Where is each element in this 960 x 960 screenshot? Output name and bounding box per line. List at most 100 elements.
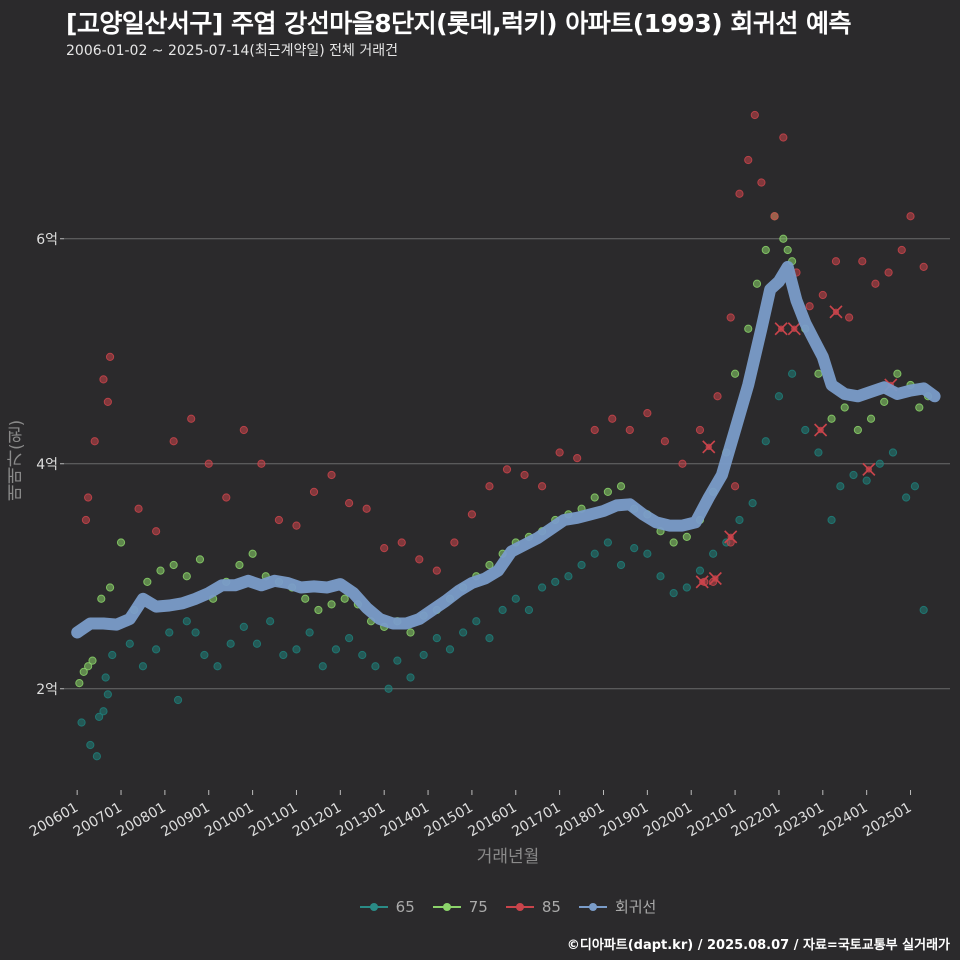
legend-label-85: 85 [541,897,561,916]
point-65 [888,448,898,457]
point-75 [143,577,152,586]
point-75 [75,679,84,688]
point-65 [138,662,148,671]
point-75 [730,369,740,378]
point-65 [735,515,744,525]
point-75 [301,594,310,603]
point-85 [555,448,564,457]
point-85 [239,425,248,435]
point-65 [814,448,823,457]
point-65 [643,549,652,558]
x-axis-ticks: 2006012007012008012009012010012011012012… [27,790,915,840]
point-75 [340,594,349,603]
point-85 [169,437,178,446]
point-75 [406,628,415,637]
point-85 [726,313,735,322]
point-65 [682,583,691,592]
point-75 [485,560,494,570]
x-tick-label: 201701 [509,800,563,841]
point-85 [397,538,406,547]
point-65 [827,515,836,525]
cross-center [817,426,824,434]
cross-center [712,575,719,582]
y-axis-label: 매매가(원) [7,419,27,501]
point-85 [643,409,652,418]
point-75 [779,234,788,243]
legend-key-65 [359,901,388,913]
point-75 [156,566,165,575]
point-65 [836,482,845,491]
point-65 [709,549,718,558]
point-85 [678,459,687,468]
point-75 [827,414,836,423]
point-65 [787,369,797,378]
point-85 [906,212,915,221]
point-65 [875,459,884,468]
point-65 [305,628,314,637]
point-85 [660,437,670,446]
point-75 [752,279,762,288]
regression-line [71,260,941,639]
point-75 [327,600,336,609]
cross-center [791,325,798,332]
point-75 [682,532,691,541]
credit-text: ©디아파트(dapt.kr) / 2025.08.07 / 자료=국토교통부 실… [566,938,950,953]
legend-item-75[interactable]: 75 [432,898,488,916]
point-65 [384,684,393,693]
point-85 [485,482,494,491]
point-65 [919,605,928,615]
x-tick-label: 201301 [334,800,388,841]
x-tick-label: 202001 [641,800,695,841]
point-85 [770,212,779,221]
point-75 [840,403,849,412]
point-75 [88,656,97,665]
point-65 [266,617,275,626]
point-85 [884,268,893,277]
point-65 [669,589,678,598]
point-65 [226,639,235,648]
point-65 [801,425,810,435]
point-65 [432,634,441,643]
x-tick-label: 200801 [115,800,169,841]
point-85 [730,482,740,491]
point-65 [101,673,110,682]
scatter-points [75,110,933,761]
legend-item-85[interactable]: 85 [505,897,561,916]
point-65 [459,628,468,637]
point-85 [362,504,371,513]
point-65 [173,695,183,705]
legend-item-65[interactable]: 65 [359,898,415,916]
point-65 [125,639,134,648]
point-65 [191,628,200,637]
point-65 [77,718,86,727]
x-tick-label: 200901 [158,800,212,841]
point-85 [274,515,284,525]
legend-label-regression: 회귀선 [614,898,657,916]
cross-center [865,466,873,473]
point-75 [314,605,323,615]
point-75 [84,662,93,671]
x-tick-label: 201801 [553,800,607,841]
point-65 [200,650,209,660]
point-65 [564,572,573,581]
cross-center [698,578,706,586]
point-65 [239,622,248,631]
x-tick-label: 202201 [729,800,783,841]
point-65 [498,605,507,615]
point-65 [849,470,858,480]
point-65 [603,538,612,547]
point-85 [187,414,196,423]
point-85 [292,521,301,530]
point-75 [79,667,88,676]
y-tick-label: 4억 [36,457,58,473]
chart-subtitle: 2006-01-02 ~ 2025-07-14(최근계약일) 전체 거래건 [66,43,398,59]
y-tick-label: 6억 [36,232,58,248]
point-65 [761,437,770,446]
legend-item-regression[interactable]: 회귀선 [578,896,657,917]
x-tick-label: 202101 [685,800,739,841]
point-75 [235,560,244,570]
point-85 [779,133,788,142]
point-85 [257,459,266,468]
x-tick-label: 202401 [816,800,870,841]
x-axis-label: 거래년월 [476,847,540,867]
